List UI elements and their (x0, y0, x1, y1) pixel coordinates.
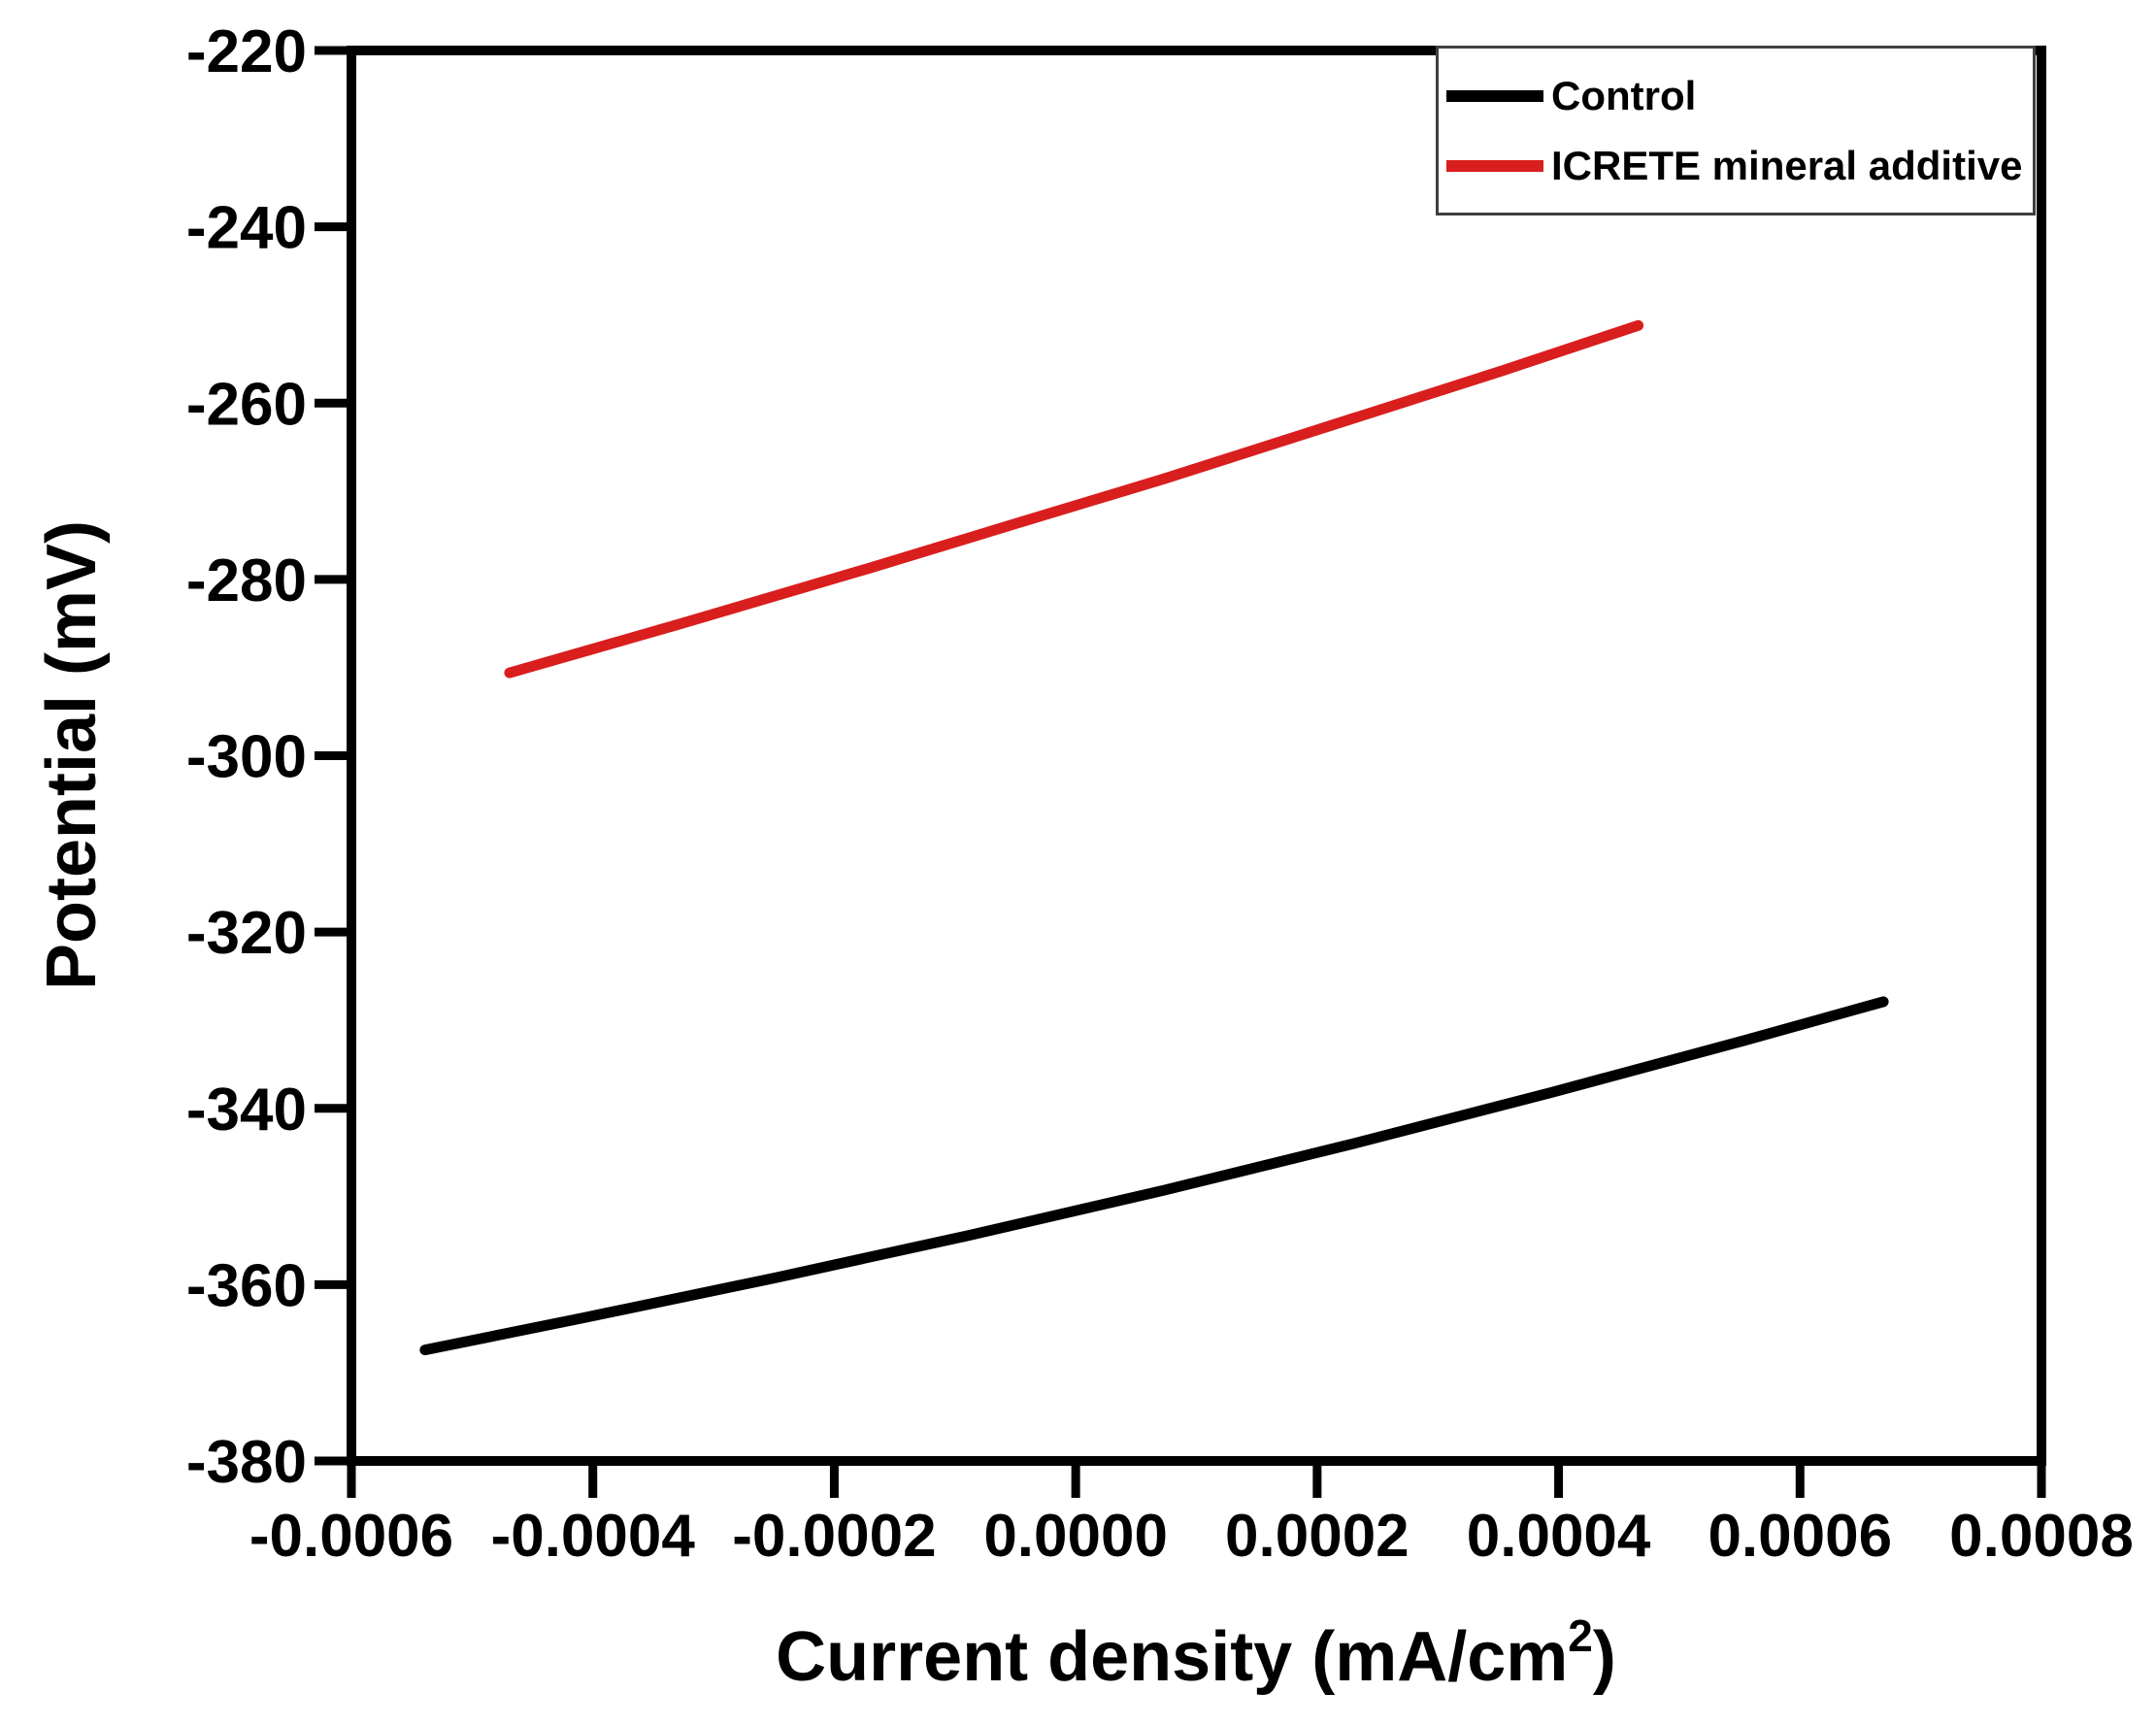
y-tick-label: -340 (186, 1077, 307, 1144)
x-axis-title-text: Current density (mA/cm (776, 1618, 1569, 1696)
x-axis-title: Current density (mA/cm2) (776, 1610, 1616, 1697)
x-tick-label: 0.0006 (1708, 1503, 1892, 1570)
y-tick-label: -380 (186, 1429, 307, 1496)
control-line-swatch (1446, 89, 1543, 102)
x-tick-label: 0.0008 (1949, 1503, 2134, 1570)
plot-frame (347, 46, 2046, 1466)
legend-item-control: Control (1446, 61, 2033, 131)
plot-frame-group (347, 46, 2046, 1466)
y-tick-label: -300 (186, 724, 307, 791)
control-series-line (419, 996, 1889, 1356)
y-tick-label: -360 (186, 1252, 307, 1319)
y-tick-label: -240 (186, 195, 307, 262)
tick-labels-group: -0.0006 -0.0004 -0.0002 0.0000 0.0002 0.0004 0… (186, 18, 2134, 1570)
x-tick-label: 0.0000 (983, 1503, 1168, 1570)
y-tick-label: -260 (186, 371, 307, 438)
x-axis-title-superscript: 2 (1568, 1610, 1593, 1661)
legend-label-icrete: ICRETE mineral additive (1551, 142, 2023, 188)
legend-label-control: Control (1551, 72, 1697, 118)
x-tick-label: -0.0002 (732, 1503, 936, 1570)
y-axis-title: Potential (mV) (33, 519, 111, 991)
x-tick-label: -0.0006 (249, 1503, 453, 1570)
x-tick-label: -0.0004 (491, 1503, 696, 1570)
legend: Control ICRETE mineral additive (1436, 46, 2036, 216)
x-axis-title-close-paren: ) (1592, 1618, 1616, 1696)
y-tick-label: -280 (186, 547, 307, 614)
y-tick-label: -320 (186, 900, 307, 967)
icrete-line-swatch (1446, 159, 1543, 172)
legend-item-icrete: ICRETE mineral additive (1446, 131, 2033, 201)
tick-marks-group (315, 46, 2046, 1498)
x-tick-label: 0.0004 (1467, 1503, 1651, 1570)
icrete-series-line (504, 319, 1644, 679)
y-tick-label: -220 (186, 18, 307, 85)
series-lines-group (419, 319, 1889, 1356)
x-tick-label: 0.0002 (1225, 1503, 1410, 1570)
